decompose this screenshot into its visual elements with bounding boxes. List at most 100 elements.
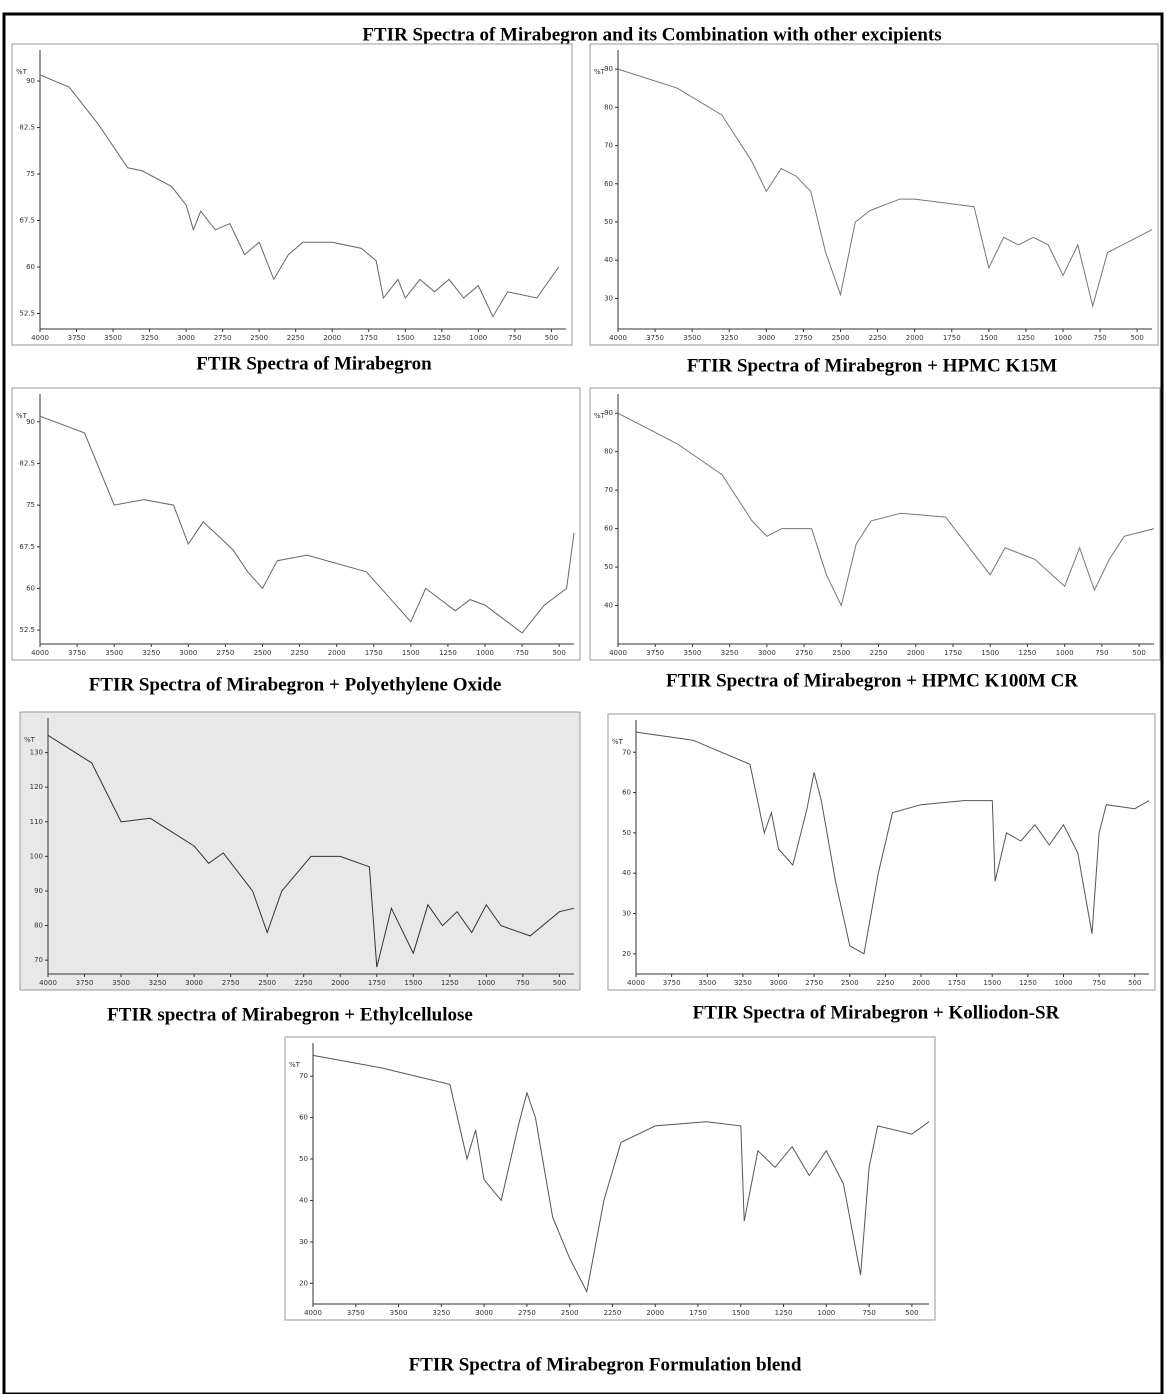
x-tick-label: 2750 xyxy=(518,1309,536,1317)
y-tick-label: 30 xyxy=(622,910,631,918)
plot-background xyxy=(20,712,580,990)
x-tick-label: 750 xyxy=(516,979,529,987)
x-tick-label: 500 xyxy=(905,1309,918,1317)
y-tick-label: 60 xyxy=(26,263,35,271)
y-tick-label: 90 xyxy=(34,887,43,895)
x-tick-label: 2000 xyxy=(907,649,925,657)
y-tick-label: 70 xyxy=(622,748,631,756)
x-tick-label: 2250 xyxy=(869,334,887,342)
x-tick-label: 3500 xyxy=(683,334,701,342)
x-tick-label: 2750 xyxy=(795,334,813,342)
x-tick-label: 1750 xyxy=(368,979,386,987)
x-tick-label: 3750 xyxy=(68,334,86,342)
x-tick-label: 2500 xyxy=(258,979,276,987)
x-tick-label: 4000 xyxy=(31,649,49,657)
x-tick-label: 2000 xyxy=(906,334,924,342)
y-tick-label: 90 xyxy=(26,418,35,426)
x-tick-label: 4000 xyxy=(39,979,57,987)
chart-caption: FTIR spectra of Mirabegron + Ethylcellul… xyxy=(107,1004,473,1025)
x-tick-label: 2500 xyxy=(841,979,859,987)
x-tick-label: 3750 xyxy=(646,334,664,342)
x-tick-label: 1500 xyxy=(983,979,1001,987)
x-tick-label: 3000 xyxy=(179,649,197,657)
y-tick-label: 70 xyxy=(34,956,43,964)
y-tick-label: 20 xyxy=(622,950,631,958)
figure-border xyxy=(4,14,1162,1394)
x-tick-label: 1500 xyxy=(732,1309,750,1317)
y-tick-label: 60 xyxy=(299,1114,308,1122)
y-tick-label: 60 xyxy=(26,584,35,592)
x-tick-label: 2500 xyxy=(250,334,268,342)
y-axis-label: %T xyxy=(16,412,28,420)
figure-title: FTIR Spectra of Mirabegron and its Combi… xyxy=(362,24,941,45)
x-tick-label: 3250 xyxy=(734,979,752,987)
plot-frame xyxy=(608,714,1155,990)
x-tick-label: 1250 xyxy=(775,1309,793,1317)
y-axis-label: %T xyxy=(24,736,36,744)
chart-caption: FTIR Spectra of Mirabegron + Polyethylen… xyxy=(89,674,502,695)
x-tick-label: 3750 xyxy=(76,979,94,987)
x-tick-label: 2750 xyxy=(795,649,813,657)
x-tick-label: 3000 xyxy=(177,334,195,342)
spectrum-line xyxy=(618,413,1154,605)
y-tick-label: 50 xyxy=(622,829,631,837)
spectrum-line xyxy=(636,732,1149,954)
x-tick-label: 2500 xyxy=(254,649,272,657)
x-tick-label: 1000 xyxy=(1055,979,1073,987)
chart-caption: FTIR Spectra of Mirabegron xyxy=(196,353,432,374)
y-tick-label: 80 xyxy=(604,448,613,456)
x-tick-label: 3000 xyxy=(475,1309,493,1317)
x-tick-label: 1000 xyxy=(817,1309,835,1317)
y-tick-label: 82.5 xyxy=(19,124,35,132)
x-tick-label: 3250 xyxy=(141,334,159,342)
x-tick-label: 500 xyxy=(552,649,565,657)
x-tick-label: 3500 xyxy=(104,334,122,342)
y-tick-label: 40 xyxy=(299,1196,308,1204)
x-tick-label: 3500 xyxy=(698,979,716,987)
x-tick-label: 3000 xyxy=(770,979,788,987)
x-tick-label: 2750 xyxy=(217,649,235,657)
page: FTIR Spectra of Mirabegron and its Combi… xyxy=(0,0,1166,1394)
x-tick-label: 3000 xyxy=(185,979,203,987)
x-tick-label: 3250 xyxy=(432,1309,450,1317)
y-tick-label: 60 xyxy=(622,789,631,797)
x-tick-label: 3000 xyxy=(758,649,776,657)
x-tick-label: 2500 xyxy=(832,649,850,657)
x-tick-label: 1250 xyxy=(1019,649,1037,657)
x-tick-label: 500 xyxy=(545,334,558,342)
x-tick-label: 3750 xyxy=(68,649,86,657)
x-tick-label: 1750 xyxy=(365,649,383,657)
x-tick-label: 3750 xyxy=(646,649,664,657)
x-tick-label: 1000 xyxy=(477,979,495,987)
y-tick-label: 70 xyxy=(299,1072,308,1080)
x-tick-label: 2000 xyxy=(328,649,346,657)
x-tick-label: 4000 xyxy=(304,1309,322,1317)
x-tick-label: 500 xyxy=(1130,334,1143,342)
y-tick-label: 67.5 xyxy=(19,543,35,551)
y-axis-label: %T xyxy=(289,1061,301,1069)
x-tick-label: 1500 xyxy=(981,649,999,657)
x-tick-label: 750 xyxy=(1093,334,1106,342)
x-tick-label: 1500 xyxy=(402,649,420,657)
x-tick-label: 3250 xyxy=(142,649,160,657)
x-tick-label: 4000 xyxy=(609,649,627,657)
y-tick-label: 30 xyxy=(604,294,613,302)
chart-caption: FTIR Spectra of Mirabegron + HPMC K15M xyxy=(687,355,1057,376)
y-tick-label: 40 xyxy=(604,256,613,264)
chart-caption: FTIR Spectra of Mirabegron Formulation b… xyxy=(409,1354,802,1375)
x-tick-label: 1000 xyxy=(1056,649,1074,657)
x-tick-label: 3500 xyxy=(390,1309,408,1317)
y-tick-label: 50 xyxy=(299,1155,308,1163)
y-axis-label: %T xyxy=(612,738,624,746)
x-tick-label: 1500 xyxy=(980,334,998,342)
x-tick-label: 2500 xyxy=(561,1309,579,1317)
y-tick-label: 80 xyxy=(34,922,43,930)
x-tick-label: 750 xyxy=(508,334,521,342)
y-tick-label: 67.5 xyxy=(19,217,35,225)
y-tick-label: 90 xyxy=(604,409,613,417)
plot-frame xyxy=(590,44,1158,345)
x-tick-label: 1250 xyxy=(1019,979,1037,987)
y-tick-label: 75 xyxy=(26,170,35,178)
x-tick-label: 2750 xyxy=(805,979,823,987)
x-tick-label: 3500 xyxy=(105,649,123,657)
